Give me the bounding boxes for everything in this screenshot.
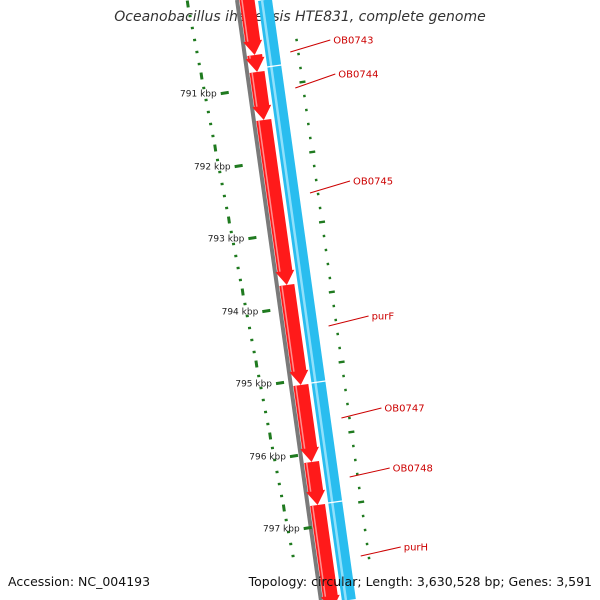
label-leader-line xyxy=(349,467,390,478)
reverse-gene-boundary xyxy=(265,64,284,68)
accession-text: Accession: NC_004193 xyxy=(8,574,151,589)
gene-arrow-purH[interactable] xyxy=(310,504,340,600)
scale-tick-label: 791 kbp xyxy=(180,90,217,100)
scale-tick-mark xyxy=(234,163,243,169)
label-leader-line xyxy=(360,546,401,557)
gene-labels: OB0743 OB0744 OB0745 purF OB0747 OB0748 purH xyxy=(290,36,433,557)
scale-tick-label: 795 kbp xyxy=(235,380,272,390)
gc-tick xyxy=(254,360,259,368)
scale-tick-label: 794 kbp xyxy=(222,308,259,318)
reverse-gene-band xyxy=(258,0,356,600)
scale-tick-mark xyxy=(220,90,229,96)
gene-label-OB0744[interactable]: OB0744 xyxy=(338,70,378,81)
gene-arrow-shine xyxy=(251,72,258,107)
scale-tick-mark xyxy=(303,525,312,531)
gene-label-OB0745[interactable]: OB0745 xyxy=(353,177,393,188)
gene-arrow-OB0744[interactable] xyxy=(249,71,272,120)
label-leader-line xyxy=(309,180,351,194)
gene-arrow-shine xyxy=(258,120,281,272)
scale-track: 791 kbp 792 kbp 793 kbp 794 kbp 795 kbp 796 k… xyxy=(180,90,312,535)
gc-tick xyxy=(199,72,204,80)
gene-label-OB0743[interactable]: OB0743 xyxy=(333,36,373,47)
outer-tick xyxy=(348,430,355,434)
gc-tick xyxy=(185,0,190,8)
backbone-line xyxy=(235,0,323,600)
scale-tick-mark xyxy=(248,235,257,241)
scale-tick-label: 792 kbp xyxy=(194,163,231,173)
gene-arrow-OB0747[interactable] xyxy=(293,384,319,462)
gene-arrow-shine xyxy=(311,505,327,597)
reverse-strand-track xyxy=(258,0,356,600)
forward-strand-track xyxy=(238,0,340,600)
scale-tick-label: 797 kbp xyxy=(263,525,300,535)
label-leader-line xyxy=(290,39,331,53)
scale-tick-mark xyxy=(289,453,299,459)
scale-tick-mark xyxy=(262,308,271,314)
outer-tick xyxy=(358,500,365,504)
outer-tick xyxy=(328,290,335,294)
label-leader-line xyxy=(295,73,336,89)
gene-arrow-shine xyxy=(241,0,249,42)
label-leader-line xyxy=(341,407,382,419)
gene-arrow-OB0748[interactable] xyxy=(304,461,326,505)
gene-label-OB0747[interactable]: OB0747 xyxy=(384,404,424,415)
outer-tick xyxy=(338,360,345,364)
gene-arrow-shine xyxy=(295,385,306,449)
gc-skew-track xyxy=(185,0,295,558)
gc-tick xyxy=(226,216,231,224)
reverse-gene-highlight xyxy=(260,0,348,600)
outer-tick xyxy=(309,150,316,154)
scale-tick-label: 796 kbp xyxy=(249,453,286,463)
label-leader-line xyxy=(328,315,369,327)
map-title: Oceanobacillus iheyensis HTE831, complet… xyxy=(114,9,486,25)
gene-label-purH[interactable]: purH xyxy=(404,543,428,554)
scale-tick-label: 793 kbp xyxy=(208,235,245,245)
outer-tick-track xyxy=(295,38,371,560)
gc-tick xyxy=(213,144,218,152)
outer-tick xyxy=(318,220,326,224)
gene-label-purF[interactable]: purF xyxy=(372,312,395,323)
gc-tick xyxy=(240,288,245,296)
gene-arrow-shine xyxy=(281,285,295,372)
reverse-gene-boundary xyxy=(309,380,328,384)
gc-tick xyxy=(281,504,286,512)
backbone-track xyxy=(235,0,323,600)
gene-label-OB0748[interactable]: OB0748 xyxy=(393,464,433,475)
gene-arrow-OB0745[interactable] xyxy=(256,119,295,285)
gene-arrow-purF[interactable] xyxy=(279,284,309,385)
gene-arrow-OB0743[interactable] xyxy=(238,0,263,55)
genome-summary-text: Topology: circular; Length: 3,630,528 bp… xyxy=(248,574,592,589)
scale-tick-mark xyxy=(275,380,285,386)
gene-arrow-shine xyxy=(305,462,312,492)
reverse-gene-boundary xyxy=(326,500,345,504)
gc-tick xyxy=(268,432,273,440)
outer-tick xyxy=(299,80,306,84)
